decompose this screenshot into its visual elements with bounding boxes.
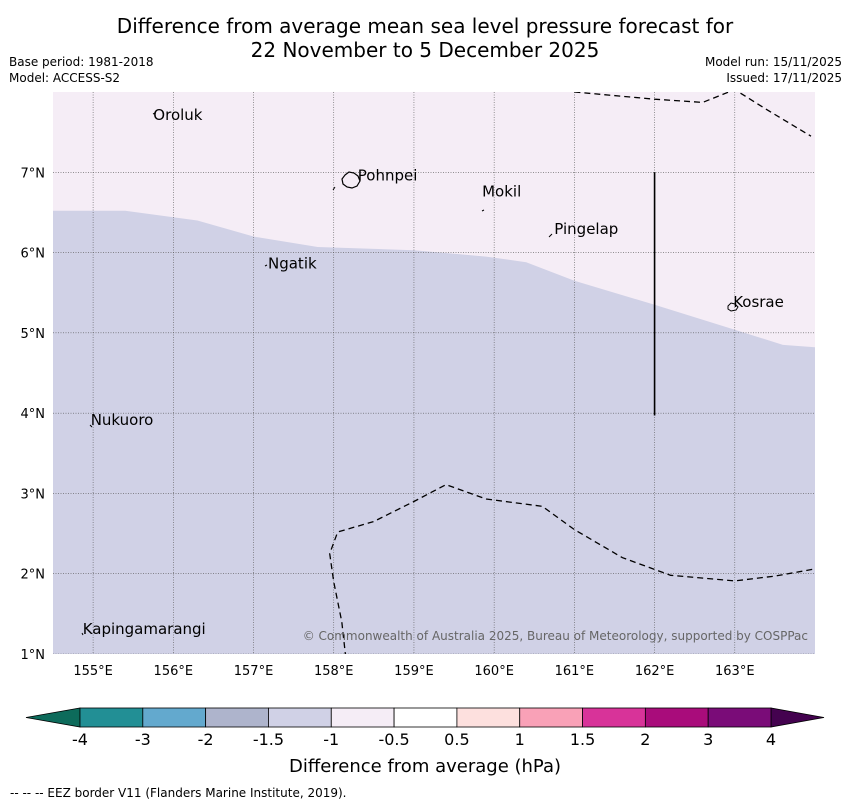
issued-date: Issued: 17/11/2025 — [726, 71, 842, 85]
place-label-pingelap: Pingelap — [554, 220, 618, 238]
colorbar-tick-label: 0.5 — [444, 730, 469, 749]
colorbar-swatch — [268, 707, 332, 728]
place-label-pohnpei: Pohnpei — [358, 166, 418, 184]
colorbar-tick-label: -1 — [323, 730, 339, 749]
nukuoro-islet — [89, 424, 93, 428]
kosrae-island-outline — [727, 302, 739, 312]
colorbar-tick-label: -2 — [198, 730, 214, 749]
lon-tick-label: 159°E — [394, 664, 434, 679]
model-name: Model: ACCESS-S2 — [9, 71, 121, 85]
lat-tick-label: 7°N — [21, 166, 46, 181]
lat-tick-label: 6°N — [21, 247, 46, 262]
island-outlines — [81, 112, 739, 636]
colorbar-swatch — [205, 707, 269, 728]
lon-tick-label: 161°E — [555, 664, 595, 679]
mokil-islet — [481, 209, 485, 212]
pohnpei-island-outline — [341, 171, 361, 189]
pingelap-islet — [548, 233, 553, 238]
lon-tick-label: 156°E — [154, 664, 194, 679]
colorbar-tick-label: -0.5 — [378, 730, 409, 749]
colorbar-swatch — [582, 707, 646, 728]
place-label-kosrae: Kosrae — [733, 293, 784, 311]
lon-tick-label: 157°E — [234, 664, 274, 679]
colorbar-swatch — [330, 707, 395, 728]
ngatik-islet — [264, 264, 268, 267]
colorbar-tick-label: 4 — [766, 730, 776, 749]
colorbar-swatch — [142, 707, 207, 728]
colorbar-tick-label: 1 — [515, 730, 525, 749]
map-panel: Oroluk Pohnpei Mokil Pingelap Ngatik Kosrae Nu… — [53, 92, 815, 654]
place-labels: Oroluk Pohnpei Mokil Pingelap Ngatik Kosrae Nu… — [83, 106, 784, 638]
title-line-1: Difference from average mean sea level p… — [116, 14, 734, 38]
colorbar-tick-label: 2 — [640, 730, 650, 749]
oroluk-islet — [152, 112, 156, 115]
map-axes: 155°E 156°E 157°E 158°E 159°E 160°E 161°E 162°E… — [21, 166, 755, 679]
eez-border-line — [329, 483, 815, 654]
colorbar-under-extension — [25, 707, 81, 728]
place-label-oroluk: Oroluk — [153, 106, 202, 124]
place-label-ngatik: Ngatik — [268, 255, 317, 273]
lon-tick-label: 155°E — [73, 664, 113, 679]
colorbar-swatch — [519, 707, 583, 728]
colorbar-tick-label: -4 — [72, 730, 88, 749]
colorbar-swatch — [393, 707, 458, 728]
place-label-mokil: Mokil — [482, 182, 521, 200]
colorbar-tick-label: 3 — [703, 730, 713, 749]
place-label-kapingamarangi: Kapingamarangi — [83, 620, 206, 638]
colorbar-tick-label: -3 — [135, 730, 151, 749]
eez-source-note: -- -- -- EEZ border V11 (Flanders Marine… — [10, 786, 347, 800]
lon-tick-label: 160°E — [474, 664, 514, 679]
colorbar-title: Difference from average (hPa) — [289, 756, 561, 777]
colorbar-swatch — [707, 707, 772, 728]
anomaly-region-minus-1-to-minus-1.5 — [53, 210, 815, 654]
eez-borders — [329, 92, 815, 654]
lat-tick-label: 1°N — [21, 648, 46, 663]
lat-tick-label: 4°N — [21, 407, 46, 422]
lat-tick-label: 3°N — [21, 487, 46, 502]
title-line-2: 22 November to 5 December 2025 — [250, 38, 600, 62]
colorbar: -4 -3 -2 -1.5 -1 -0.5 0.5 1 1.5 2 3 4 — [25, 707, 825, 749]
kapingamarangi-islet — [81, 632, 84, 636]
colorbar-tick-label: -1.5 — [253, 730, 284, 749]
lon-tick-label: 163°E — [715, 664, 755, 679]
lat-tick-label: 2°N — [21, 568, 46, 583]
base-period: Base period: 1981-2018 — [9, 55, 154, 69]
model-run: Model run: 15/11/2025 — [704, 55, 842, 69]
colorbar-swatch — [644, 707, 709, 728]
lon-tick-label: 158°E — [314, 664, 354, 679]
colorbar-over-extension — [770, 707, 825, 728]
graticule — [53, 92, 815, 654]
colorbar-swatch — [79, 707, 144, 728]
colorbar-tick-label: 1.5 — [570, 730, 595, 749]
lat-tick-label: 5°N — [21, 327, 46, 342]
colorbar-swatch — [456, 707, 521, 728]
copyright-notice: © Commonwealth of Australia 2025, Bureau… — [303, 629, 808, 643]
pohnpei-outer-reef — [332, 186, 336, 191]
lon-tick-label: 162°E — [635, 664, 675, 679]
place-label-nukuoro: Nukuoro — [91, 411, 154, 429]
